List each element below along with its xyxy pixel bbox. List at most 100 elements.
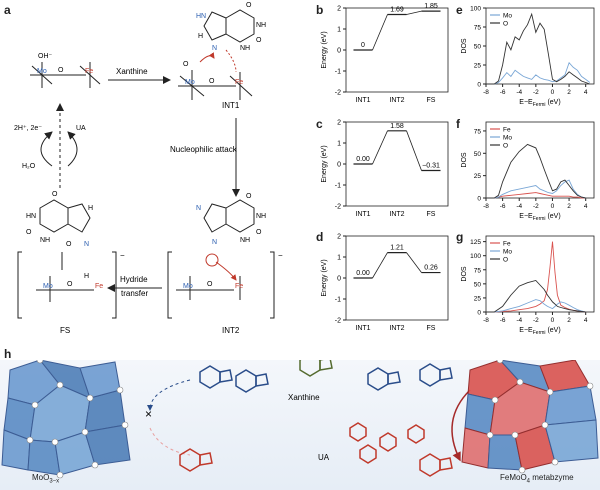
svg-text:O: O	[256, 37, 262, 44]
label-regen: 2H⁺, 2e⁻	[14, 125, 42, 132]
value-label: 1.58	[390, 123, 404, 130]
x-tick-label: INT2	[389, 325, 404, 332]
femoo4-crystal	[461, 360, 599, 471]
y-tick-label: 2	[337, 120, 341, 127]
svg-text:−: −	[120, 251, 125, 260]
x-tick-label: -8	[483, 89, 489, 96]
x-tick-label: 4	[584, 89, 588, 96]
block-mark: ×	[145, 407, 152, 421]
svg-text:NH: NH	[256, 213, 266, 220]
y-axis-label: Energy (eV)	[321, 259, 328, 296]
svg-text:N: N	[84, 241, 89, 248]
x-tick-label: -4	[516, 203, 522, 210]
svg-text:O: O	[183, 61, 189, 68]
y-tick-label: 75	[474, 25, 482, 32]
y-tick-label: -1	[335, 69, 341, 76]
legend-label: Mo	[503, 13, 512, 20]
dos-chart-g: 0 25 50 75 100 125 -8 -6 -4 -2 0 2 4 DOS E−EFermi (eV)…	[461, 235, 595, 336]
label-ua: UA	[76, 125, 86, 132]
y-axis-label: Energy (eV)	[321, 31, 328, 68]
y-tick-label: -2	[335, 204, 341, 211]
y-tick-label: 125	[470, 239, 481, 246]
label-xanthine: Xanthine	[116, 67, 148, 76]
int1-structure: O NH O NH HN N H Mo O O Fe INT1	[178, 2, 266, 110]
label-fs: FS	[60, 326, 70, 335]
value-label: 0.00	[356, 156, 370, 163]
series-line-fe	[486, 241, 586, 313]
fs-structure: O HN O NH H N O Mo O H Fe − FS	[17, 191, 125, 335]
y-tick-label: -1	[335, 297, 341, 304]
catalyst-initial: Mo OH⁻ O Fe	[30, 53, 101, 88]
x-tick-label: 2	[567, 203, 571, 210]
x-tick-label: INT1	[355, 97, 370, 104]
svg-text:O: O	[66, 241, 72, 248]
value-label: 1.21	[390, 245, 404, 252]
x-tick-label: -2	[533, 317, 539, 324]
x-tick-label: -2	[533, 203, 539, 210]
x-tick-label: -4	[516, 89, 522, 96]
mechanism-diagram: Mo OH⁻ O Fe Xanthine O NH O NH HN N H Mo…	[14, 2, 283, 335]
y-tick-label: 50	[474, 44, 482, 51]
x-tick-label: 0	[551, 89, 555, 96]
y-tick-label: 0	[337, 162, 341, 169]
svg-text:Mo: Mo	[185, 79, 195, 86]
svg-text:H: H	[88, 205, 93, 212]
series-line-o	[486, 12, 590, 85]
label-femoo4: FeMoO4 metabzyme	[500, 473, 574, 485]
panel-label-e: e	[456, 3, 463, 17]
y-tick-label: 0	[337, 48, 341, 55]
svg-text:O: O	[246, 2, 252, 9]
y-tick-label: 2	[337, 234, 341, 241]
svg-text:O: O	[26, 229, 32, 236]
fe-atom: Fe	[85, 68, 93, 75]
panel-label-f: f	[456, 117, 460, 131]
x-tick-label: -8	[483, 317, 489, 324]
value-label: −0.31	[422, 163, 440, 170]
svg-text:O: O	[209, 78, 215, 85]
legend-label: Fe	[503, 241, 511, 248]
svg-text:NH: NH	[256, 22, 266, 29]
y-tick-label: 50	[474, 281, 482, 288]
x-tick-label: -2	[533, 89, 539, 96]
x-tick-label: -6	[500, 203, 506, 210]
label-xanthine-h: Xanthine	[288, 393, 320, 402]
dos-chart-f: 0 25 50 75 -8 -6 -4 -2 0 2 4 DOS E−EFermi (eV) FeMoO	[461, 121, 595, 222]
panel-label-a: a	[4, 3, 11, 17]
panel-label-d: d	[316, 230, 324, 244]
energy-chart-c: 2 1 0 -1 -2 Energy (eV) INT1 0.00 INT2 1.58 FS −0.3…	[321, 120, 449, 218]
x-tick-label: 4	[584, 317, 588, 324]
svg-text:O: O	[246, 193, 252, 200]
x-tick-label: 4	[584, 203, 588, 210]
svg-text:Mo: Mo	[183, 283, 193, 290]
x-axis-label: E−EFermi (eV)	[519, 213, 560, 222]
connector-line	[406, 130, 422, 171]
bridge-o: O	[58, 67, 64, 74]
svg-text:O: O	[52, 191, 58, 198]
connector-line	[406, 10, 422, 15]
value-label: 0	[361, 42, 365, 49]
energy-chart-d: 2 1 0 -1 -2 Energy (eV) INT1 0.00 INT2 1.21 FS 0.26	[321, 234, 449, 332]
svg-text:Mo: Mo	[43, 283, 53, 290]
panel-label-g: g	[456, 230, 464, 244]
legend-label: O	[503, 21, 508, 28]
y-tick-label: 0	[477, 82, 481, 89]
y-tick-label: 25	[474, 173, 482, 180]
y-tick-label: 0	[477, 196, 481, 203]
x-tick-label: -6	[500, 317, 506, 324]
series-line-fe	[486, 192, 586, 199]
series-line-mo	[486, 61, 591, 85]
series-line-mo	[486, 299, 586, 313]
y-tick-label: 0	[477, 310, 481, 317]
svg-text:O: O	[207, 281, 213, 288]
y-axis-label: DOS	[461, 38, 468, 54]
y-tick-label: 75	[474, 128, 482, 135]
x-tick-label: FS	[427, 97, 436, 104]
y-tick-label: 0	[337, 276, 341, 283]
oh-ligand: OH⁻	[38, 53, 53, 60]
y-tick-label: 1	[337, 255, 341, 262]
x-tick-label: INT1	[355, 211, 370, 218]
x-tick-label: -8	[483, 203, 489, 210]
svg-text:N: N	[196, 205, 201, 212]
x-tick-label: 2	[567, 89, 571, 96]
label-water: H₂O	[22, 163, 36, 170]
